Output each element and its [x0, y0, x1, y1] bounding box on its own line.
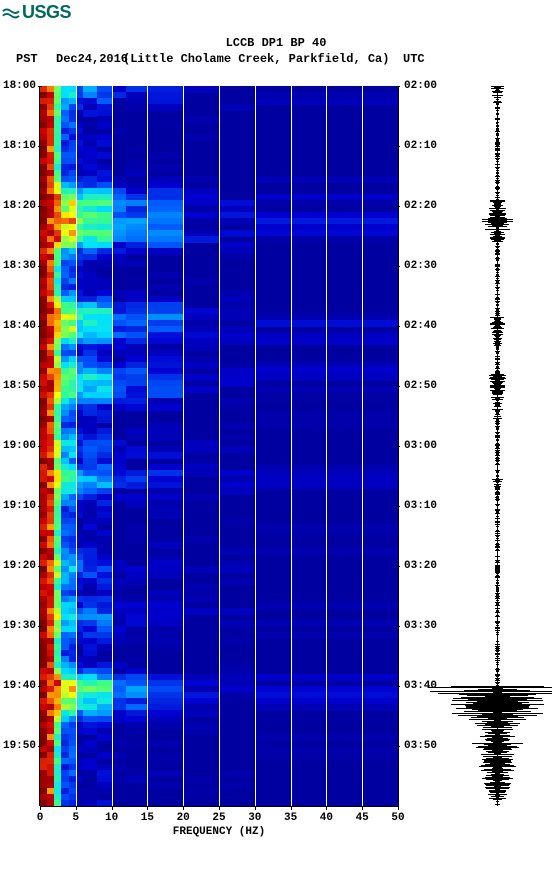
freq-tick: 5 — [66, 812, 86, 824]
location-label: (Little Cholame Creek, Parkfield, Ca) — [123, 52, 389, 66]
date-label: Dec24,2016 — [56, 52, 128, 66]
pst-tick: 19:20 — [0, 560, 36, 572]
utc-tick: 02:20 — [404, 200, 444, 212]
utc-label: UTC — [403, 52, 425, 66]
utc-tick: 03:50 — [404, 740, 444, 752]
pst-tick: 18:10 — [0, 140, 36, 152]
freq-tick: 45 — [352, 812, 372, 824]
utc-tick: 02:40 — [404, 320, 444, 332]
pst-tick: 18:30 — [0, 260, 36, 272]
utc-tick: 02:00 — [404, 80, 444, 92]
freq-tick: 35 — [281, 812, 301, 824]
x-axis-label: FREQUENCY (HZ) — [40, 826, 398, 838]
pst-tick: 19:50 — [0, 740, 36, 752]
utc-tick: 02:30 — [404, 260, 444, 272]
utc-tick: 03:30 — [404, 620, 444, 632]
spectrogram-canvas — [40, 86, 398, 806]
usgs-logo: USGS — [2, 2, 71, 23]
freq-tick: 20 — [173, 812, 193, 824]
pst-tick: 19:30 — [0, 620, 36, 632]
pst-tick: 19:40 — [0, 680, 36, 692]
utc-tick: 03:40 — [404, 680, 444, 692]
pst-label: PST — [16, 52, 38, 66]
utc-tick: 02:50 — [404, 380, 444, 392]
pst-tick: 18:40 — [0, 320, 36, 332]
pst-tick: 19:10 — [0, 500, 36, 512]
seismogram-trace — [450, 86, 545, 806]
freq-tick: 15 — [137, 812, 157, 824]
utc-tick: 02:10 — [404, 140, 444, 152]
wave-icon — [2, 4, 20, 22]
logo-text: USGS — [22, 2, 71, 23]
spectrogram-plot — [40, 86, 398, 806]
utc-tick: 03:00 — [404, 440, 444, 452]
freq-tick: 40 — [316, 812, 336, 824]
freq-tick: 10 — [102, 812, 122, 824]
pst-tick: 18:50 — [0, 380, 36, 392]
pst-tick: 18:00 — [0, 80, 36, 92]
utc-tick: 03:10 — [404, 500, 444, 512]
freq-tick: 25 — [209, 812, 229, 824]
pst-tick: 19:00 — [0, 440, 36, 452]
freq-tick: 30 — [245, 812, 265, 824]
pst-tick: 18:20 — [0, 200, 36, 212]
freq-tick: 50 — [388, 812, 408, 824]
utc-tick: 03:20 — [404, 560, 444, 572]
chart-title: LCCB DP1 BP 40 — [0, 36, 552, 50]
freq-tick: 0 — [30, 812, 50, 824]
